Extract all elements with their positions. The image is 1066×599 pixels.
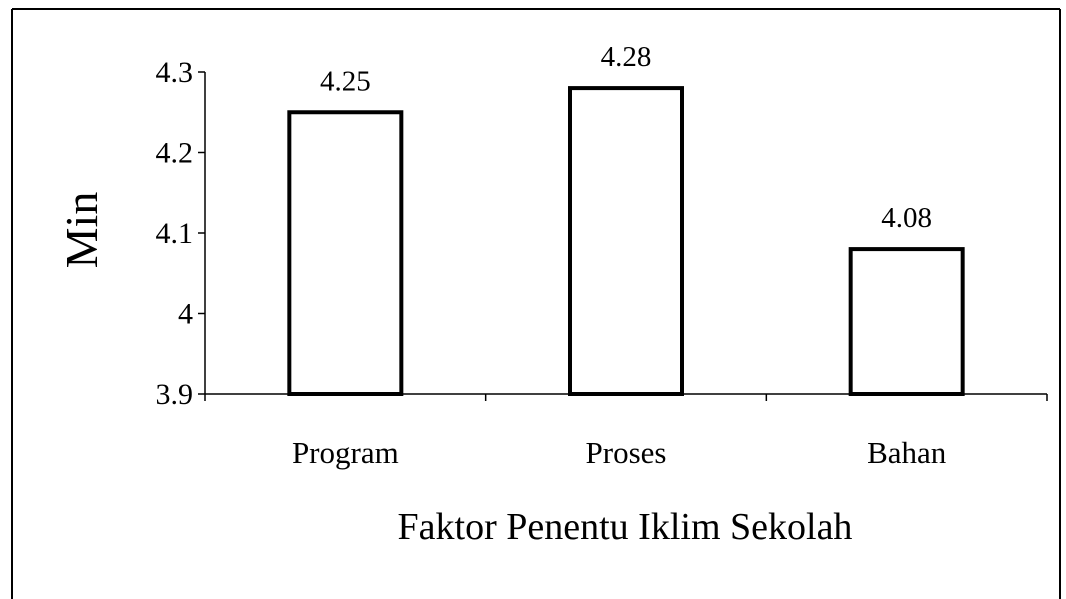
bar: [287, 110, 404, 396]
bar: [848, 247, 965, 396]
x-tick-label: Program: [292, 435, 399, 470]
y-tick-label: 3.9: [156, 378, 194, 411]
y-axis-title: Min: [56, 192, 107, 269]
data-label: 4.28: [601, 41, 652, 73]
y-tick-label: 4.3: [156, 56, 194, 89]
x-axis-title: Faktor Penentu Iklim Sekolah: [398, 506, 853, 548]
x-tick-label: Proses: [586, 435, 667, 470]
y-tick-label: 4.2: [156, 137, 194, 170]
bars: [287, 86, 965, 396]
data-label: 4.08: [881, 202, 932, 234]
data-label: 4.25: [320, 65, 371, 97]
data-labels: 4.25 4.28 4.08: [320, 41, 932, 234]
bar: [568, 86, 684, 396]
y-tick-label: 4.1: [156, 217, 194, 250]
x-tick-label: Bahan: [867, 435, 947, 470]
x-axis: Program Proses Bahan: [204, 393, 1048, 470]
y-tick-label: 4: [178, 298, 193, 331]
y-axis: 3.9 4 4.1 4.2 4.3: [156, 56, 206, 411]
